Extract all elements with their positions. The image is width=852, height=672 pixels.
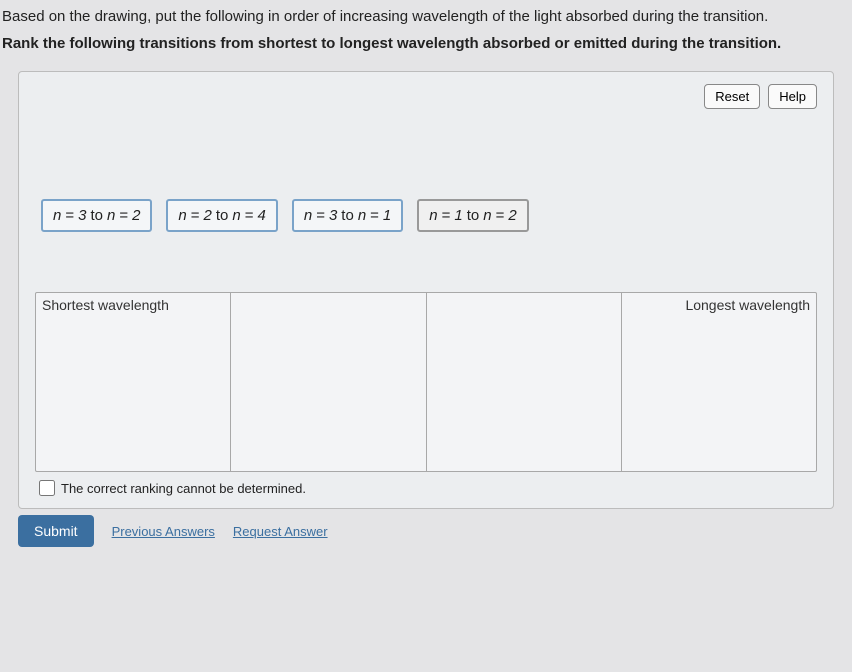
cannot-determine-label: The correct ranking cannot be determined… bbox=[61, 481, 306, 496]
from-value: 2 bbox=[204, 207, 212, 224]
bottom-bar: Submit Previous Answers Request Answer bbox=[18, 515, 834, 547]
ranking-slot[interactable]: Shortest wavelength bbox=[36, 293, 231, 471]
ranking-slot[interactable] bbox=[427, 293, 622, 471]
shortest-label: Shortest wavelength bbox=[42, 297, 169, 313]
question-text: Based on the drawing, put the following … bbox=[0, 0, 852, 61]
request-answer-link[interactable]: Request Answer bbox=[233, 524, 328, 539]
previous-answers-link[interactable]: Previous Answers bbox=[112, 524, 215, 539]
to-value: 2 bbox=[508, 207, 516, 224]
transition-item[interactable]: n=3ton=1 bbox=[292, 199, 403, 232]
ranking-slots: Shortest wavelength Longest wavelength bbox=[35, 292, 817, 472]
from-value: 3 bbox=[329, 207, 337, 224]
draggable-items-row: n=3ton=2 n=2ton=4 n=3ton=1 n=1ton=2 bbox=[41, 199, 817, 232]
variable-n: n bbox=[304, 207, 312, 224]
reset-button[interactable]: Reset bbox=[704, 84, 760, 109]
variable-n: n bbox=[232, 207, 240, 224]
transition-item[interactable]: n=2ton=4 bbox=[166, 199, 277, 232]
ranking-work-area: Reset Help n=3ton=2 n=2ton=4 n=3ton=1 n=… bbox=[18, 71, 834, 509]
cannot-determine-row[interactable]: The correct ranking cannot be determined… bbox=[35, 478, 817, 498]
cannot-determine-checkbox[interactable] bbox=[39, 480, 55, 496]
from-value: 1 bbox=[454, 207, 462, 224]
transition-item[interactable]: n=1ton=2 bbox=[417, 199, 528, 232]
ranking-slot[interactable] bbox=[231, 293, 426, 471]
variable-n: n bbox=[358, 207, 366, 224]
from-value: 3 bbox=[78, 207, 86, 224]
help-button[interactable]: Help bbox=[768, 84, 817, 109]
transition-item[interactable]: n=3ton=2 bbox=[41, 199, 152, 232]
variable-n: n bbox=[429, 207, 437, 224]
to-value: 1 bbox=[383, 207, 391, 224]
variable-n: n bbox=[483, 207, 491, 224]
question-line-1: Based on the drawing, put the following … bbox=[2, 6, 842, 29]
to-value: 2 bbox=[132, 207, 140, 224]
ranking-slot[interactable]: Longest wavelength bbox=[622, 293, 816, 471]
toolbar: Reset Help bbox=[35, 84, 817, 109]
question-line-2: Rank the following transitions from shor… bbox=[2, 33, 842, 56]
to-value: 4 bbox=[258, 207, 266, 224]
variable-n: n bbox=[107, 207, 115, 224]
variable-n: n bbox=[53, 207, 61, 224]
submit-button[interactable]: Submit bbox=[18, 515, 94, 547]
ranking-drop-area: Shortest wavelength Longest wavelength T… bbox=[35, 292, 817, 498]
longest-label: Longest wavelength bbox=[685, 297, 810, 313]
variable-n: n bbox=[178, 207, 186, 224]
